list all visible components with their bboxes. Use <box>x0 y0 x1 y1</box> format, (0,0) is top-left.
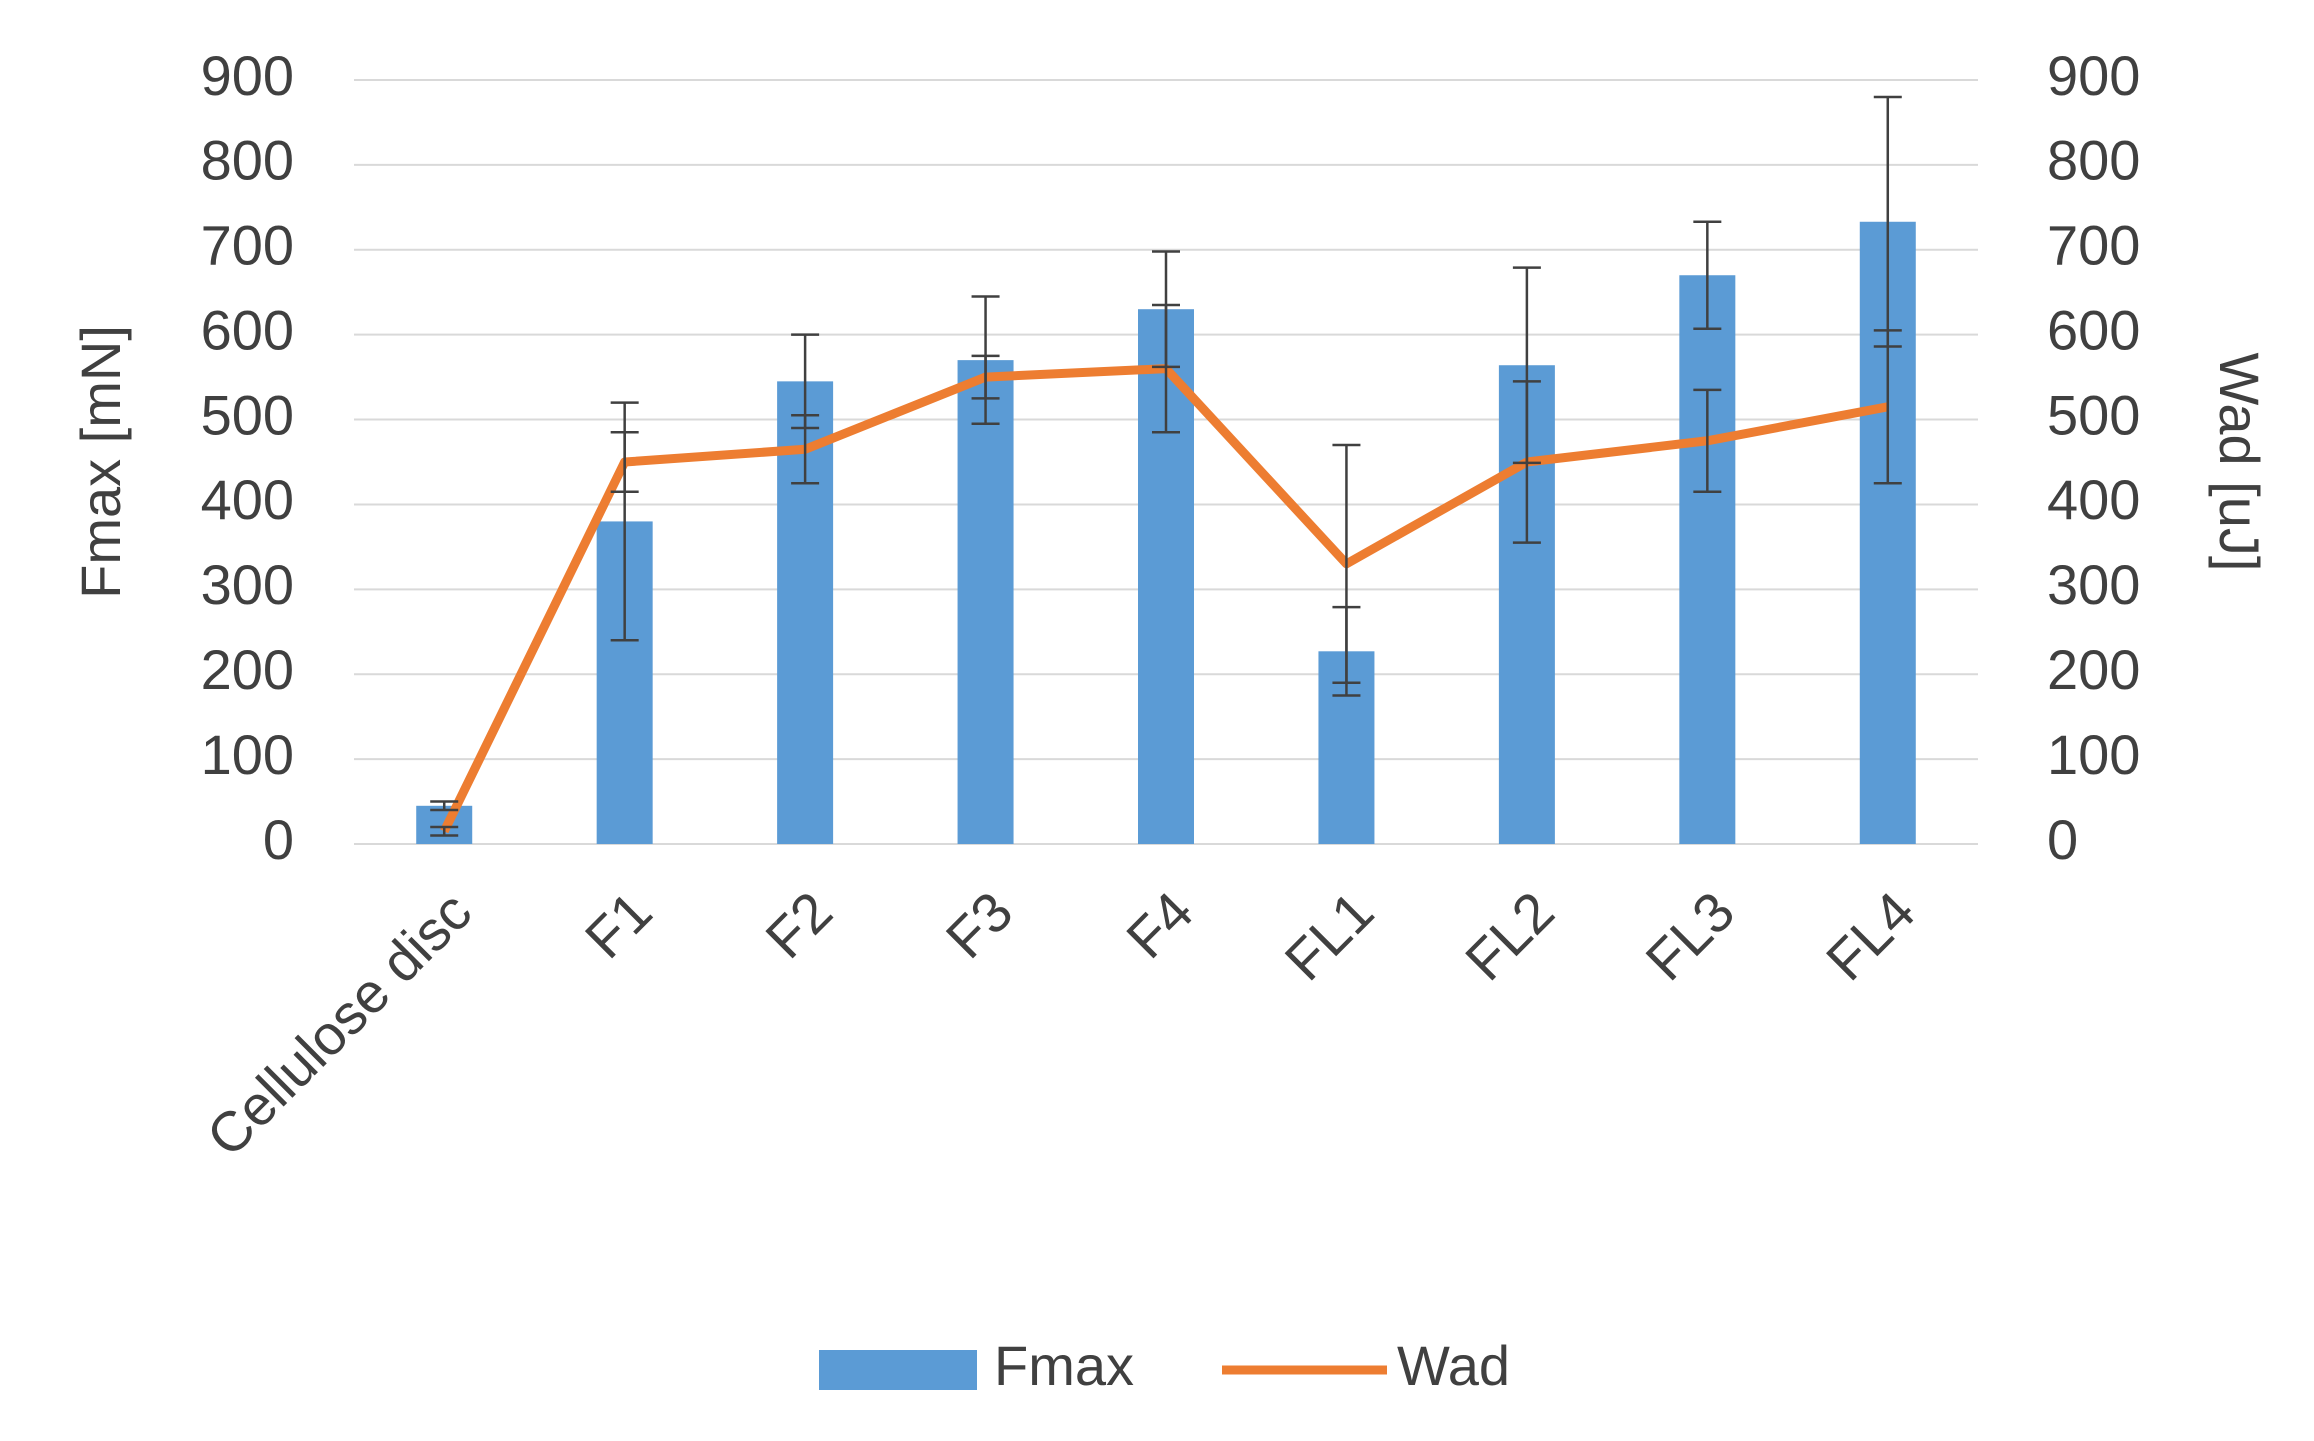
legend-swatch <box>819 1350 977 1390</box>
y2-tick-label: 500 <box>2047 383 2140 446</box>
x-tick-label: Cellulose disc <box>194 879 483 1168</box>
y2-tick-label: 100 <box>2047 723 2140 786</box>
error-bar <box>1693 388 1722 493</box>
x-tick-label: FL2 <box>1453 879 1566 992</box>
y-tick-label: 700 <box>201 214 294 277</box>
y2-tick-label: 800 <box>2047 129 2140 192</box>
y2-tick-label: 300 <box>2047 553 2140 616</box>
y-tick-label: 400 <box>201 468 294 531</box>
y2-axis-label: Wad [uJ] <box>2208 353 2271 572</box>
y2-tick-label: 700 <box>2047 214 2140 277</box>
x-tick-label: F4 <box>1114 879 1205 970</box>
error-bar <box>971 354 1000 400</box>
y2-tick-label: 0 <box>2047 808 2078 871</box>
y-tick-label: 300 <box>201 553 294 616</box>
y-tick-label: 200 <box>201 638 294 701</box>
error-bar <box>610 431 639 493</box>
x-tick-label: FL4 <box>1814 879 1927 992</box>
y2-tick-label: 400 <box>2047 468 2140 531</box>
x-tick-label: FL3 <box>1633 879 1746 992</box>
y-tick-label: 500 <box>201 383 294 446</box>
y-tick-label: 0 <box>263 808 294 871</box>
error-bar <box>791 414 820 485</box>
error-bar <box>1873 329 1902 485</box>
y2-tick-label: 200 <box>2047 638 2140 701</box>
y2-tick-label: 600 <box>2047 298 2140 361</box>
bar <box>1679 275 1736 844</box>
error-bar <box>1152 303 1180 434</box>
error-bar <box>1332 443 1361 684</box>
bar <box>957 360 1014 844</box>
error-bar <box>430 825 459 837</box>
y-tick-label: 900 <box>201 44 294 107</box>
error-bar <box>430 800 459 812</box>
x-tick-label: F2 <box>753 879 844 970</box>
error-bar <box>1512 380 1541 544</box>
y-axis-label: Fmax [mN] <box>69 325 132 599</box>
x-tick-label: F3 <box>934 879 1025 970</box>
legend-label: Wad <box>1397 1334 1510 1397</box>
legend-label: Fmax <box>994 1334 1134 1397</box>
error-bar <box>1693 220 1722 330</box>
x-tick-label: F1 <box>573 879 664 970</box>
x-tick-label: FL1 <box>1273 879 1386 992</box>
y-tick-label: 800 <box>201 129 294 192</box>
y2-tick-label: 900 <box>2047 44 2140 107</box>
y-tick-label: 100 <box>201 723 294 786</box>
y-tick-label: 600 <box>201 298 294 361</box>
